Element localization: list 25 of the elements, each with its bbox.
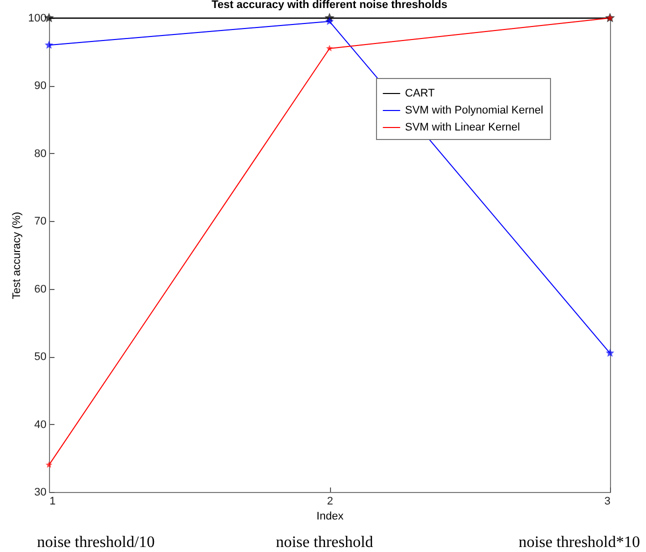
point <box>326 44 333 52</box>
y-tick-label: 50 <box>34 351 46 364</box>
chart-title: Test accuracy with different noise thresholds <box>212 0 448 11</box>
legend-label: CART <box>405 88 436 100</box>
x-tick-label: 1 <box>50 496 56 508</box>
y-axis-title: Test accuracy (%) <box>11 212 24 300</box>
point <box>606 348 614 357</box>
text: noise threshold/10 <box>37 534 155 551</box>
y-tick-label: 40 <box>34 418 46 431</box>
y-tick-label: 60 <box>34 283 46 296</box>
legend-label: SVM with Polynomial Kernel <box>405 104 544 116</box>
point <box>325 16 334 26</box>
text: noise threshold*10 <box>518 534 640 551</box>
x-tick-label: 2 <box>326 496 334 508</box>
point <box>44 40 54 49</box>
legend-label: SVM with Linear Kernel <box>405 122 520 134</box>
text: noise threshold <box>276 534 374 551</box>
x-axis-title: Index <box>316 510 344 522</box>
y-tick-label: 70 <box>34 216 46 228</box>
y-tick-label: 100 <box>28 12 46 24</box>
x-tick-label: 3 <box>604 496 610 508</box>
y-tick-label: 80 <box>34 148 46 160</box>
y-tick-label: 90 <box>34 80 46 92</box>
y-tick-label: 30 <box>34 486 46 498</box>
point <box>46 461 52 468</box>
